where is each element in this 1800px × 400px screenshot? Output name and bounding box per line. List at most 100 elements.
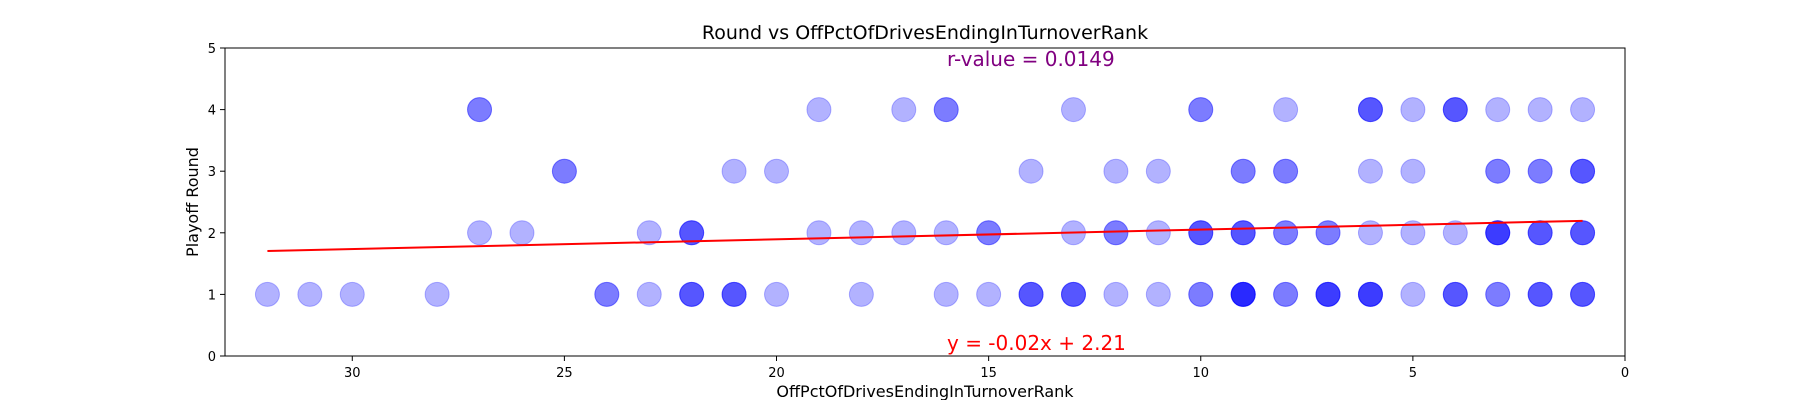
scatter-point xyxy=(1018,281,1044,307)
scatter-point xyxy=(1570,281,1596,307)
scatter-point xyxy=(1527,220,1553,246)
scatter-point xyxy=(1485,220,1511,246)
scatter-point xyxy=(1315,281,1341,307)
scatter-point xyxy=(1315,281,1341,307)
scatter-point xyxy=(1145,158,1171,184)
scatter-point xyxy=(1060,281,1086,307)
scatter-point xyxy=(1485,220,1511,246)
scatter-point xyxy=(721,281,747,307)
scatter-point xyxy=(721,281,747,307)
scatter-point xyxy=(594,281,620,307)
scatter-point xyxy=(1570,281,1596,307)
scatter-point xyxy=(1527,158,1553,184)
scatter-point xyxy=(933,220,959,246)
scatter-point xyxy=(891,97,917,123)
scatter-point xyxy=(339,281,365,307)
scatter-point xyxy=(1060,97,1086,123)
x-tick-label: 30 xyxy=(344,366,361,381)
scatter-point xyxy=(933,97,959,123)
x-tick-label: 10 xyxy=(1192,366,1209,381)
scatter-point xyxy=(1273,220,1299,246)
scatter-point xyxy=(1527,220,1553,246)
scatter-point xyxy=(1103,281,1129,307)
scatter-point xyxy=(467,97,493,123)
scatter-point xyxy=(1230,220,1256,246)
y-tick-label: 1 xyxy=(208,288,216,303)
scatter-point xyxy=(1018,281,1044,307)
scatter-point xyxy=(1357,281,1383,307)
scatter-point xyxy=(1485,281,1511,307)
scatter-point xyxy=(1230,281,1256,307)
scatter-point xyxy=(679,220,705,246)
scatter-point xyxy=(1145,281,1171,307)
y-tick-label: 3 xyxy=(208,165,216,180)
scatter-point xyxy=(551,158,577,184)
regression-layer xyxy=(267,219,1583,253)
scatter-point xyxy=(848,220,874,246)
scatter-point xyxy=(1442,281,1468,307)
scatter-point xyxy=(1273,281,1299,307)
scatter-point xyxy=(1570,158,1596,184)
chart-title: Round vs OffPctOfDrivesEndingInTurnoverR… xyxy=(702,22,1148,44)
scatter-point xyxy=(1527,281,1553,307)
scatter-point xyxy=(1273,281,1299,307)
y-tick-label: 2 xyxy=(208,227,216,242)
x-tick-label: 25 xyxy=(556,366,573,381)
scatter-point xyxy=(1357,97,1383,123)
scatter-point xyxy=(1570,281,1596,307)
scatter-point xyxy=(721,281,747,307)
scatter-point xyxy=(1273,158,1299,184)
scatter-point xyxy=(976,220,1002,246)
scatter-point xyxy=(721,158,747,184)
scatter-point xyxy=(1527,281,1553,307)
x-tick-label: 0 xyxy=(1621,366,1629,381)
scatter-point xyxy=(1485,281,1511,307)
scatter-point xyxy=(806,220,832,246)
scatter-point xyxy=(1230,281,1256,307)
scatter-point xyxy=(1315,281,1341,307)
scatter-point xyxy=(1018,281,1044,307)
scatter-point xyxy=(1315,281,1341,307)
scatter-point xyxy=(1570,220,1596,246)
scatter-point xyxy=(1527,158,1553,184)
regression-line xyxy=(267,219,1583,253)
scatter-point xyxy=(1442,220,1468,246)
y-tick-label: 4 xyxy=(208,104,216,119)
scatter-point xyxy=(1485,158,1511,184)
plot-frame xyxy=(224,47,1626,357)
scatter-point xyxy=(1230,220,1256,246)
y-tick-label: 5 xyxy=(208,42,216,57)
scatter-point xyxy=(1145,220,1171,246)
scatter-point xyxy=(1357,97,1383,123)
scatter-point xyxy=(1357,97,1383,123)
scatter-point xyxy=(636,281,662,307)
scatter-point xyxy=(594,281,620,307)
scatter-point xyxy=(1442,281,1468,307)
scatter-point xyxy=(1188,97,1214,123)
scatter-point xyxy=(1485,220,1511,246)
regression-equation-annotation: y = -0.02x + 2.21 xyxy=(947,331,1126,355)
scatter-point xyxy=(1273,158,1299,184)
scatter-point xyxy=(1400,220,1426,246)
scatter-point xyxy=(1103,220,1129,246)
scatter-point xyxy=(1570,220,1596,246)
scatter-point xyxy=(764,281,790,307)
scatter-point xyxy=(976,281,1002,307)
scatter-point xyxy=(1400,158,1426,184)
scatter-point xyxy=(1188,220,1214,246)
scatter-point xyxy=(679,220,705,246)
scatter-point xyxy=(848,281,874,307)
y-axis-label: Playoff Round xyxy=(183,147,202,257)
scatter-point xyxy=(1230,281,1256,307)
scatter-point xyxy=(1230,281,1256,307)
scatter-point xyxy=(1060,281,1086,307)
scatter-point xyxy=(1103,158,1129,184)
scatter-point xyxy=(679,281,705,307)
scatter-point xyxy=(1357,220,1383,246)
scatter-point xyxy=(424,281,450,307)
scatter-point xyxy=(1188,97,1214,123)
scatter-point xyxy=(1570,97,1596,123)
x-tick-label: 5 xyxy=(1409,366,1417,381)
